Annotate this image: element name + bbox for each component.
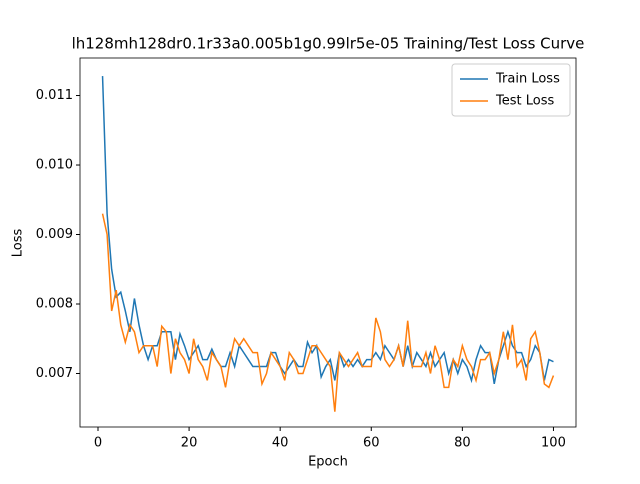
x-tick-label: 0 <box>94 436 102 451</box>
y-tick-label: 0.009 <box>36 227 73 242</box>
legend-label: Test Loss <box>495 94 554 109</box>
y-axis-label: Loss <box>11 229 26 258</box>
x-axis-label: Epoch <box>308 455 348 470</box>
x-tick-label: 80 <box>454 436 471 451</box>
x-tick-label: 60 <box>363 436 380 451</box>
x-tick-label: 40 <box>272 436 289 451</box>
y-tick-label: 0.010 <box>36 158 73 173</box>
legend-label: Train Loss <box>495 72 560 87</box>
y-tick-label: 0.011 <box>36 88 73 103</box>
plot-frame <box>79 57 577 428</box>
y-tick-label: 0.007 <box>36 366 73 381</box>
series-line <box>101 213 555 412</box>
series-line <box>101 76 554 385</box>
chart-title: lh128mh128dr0.1r33a0.005b1g0.99lr5e-05 T… <box>72 35 585 53</box>
x-tick-label: 100 <box>541 436 566 451</box>
legend-box <box>451 63 571 117</box>
y-tick-label: 0.008 <box>36 297 73 312</box>
x-tick-label: 20 <box>181 436 198 451</box>
